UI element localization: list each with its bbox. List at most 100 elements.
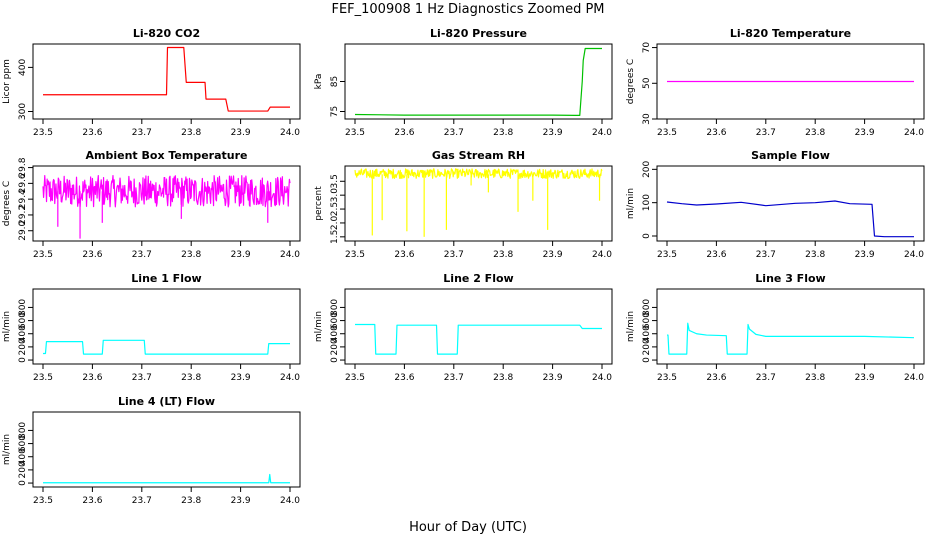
x-tick-label: 23.6 xyxy=(82,496,102,506)
x-tick-label: 23.7 xyxy=(132,250,152,260)
x-tick-label: 23.9 xyxy=(855,128,875,138)
panel-title: Line 3 Flow xyxy=(755,272,825,285)
x-tick-label: 24.0 xyxy=(904,128,924,138)
y-tick-label: 29.6 xyxy=(18,173,28,193)
y-axis-label: ml/min xyxy=(626,188,636,219)
y-tick-label: 200 xyxy=(18,461,28,478)
x-tick-label: 23.6 xyxy=(394,250,414,260)
x-tick-label: 23.8 xyxy=(493,128,513,138)
plot-frame xyxy=(344,288,613,365)
x-tick-label: 23.7 xyxy=(756,128,776,138)
y-tick-label: 29.0 xyxy=(18,220,28,240)
x-tick-label: 24.0 xyxy=(592,250,612,260)
x-tick-label: 23.8 xyxy=(493,373,513,383)
plot-frame xyxy=(656,165,925,242)
x-tick-label: 23.6 xyxy=(706,128,726,138)
y-tick-label: 800 xyxy=(18,422,28,439)
x-tick-label: 23.8 xyxy=(805,128,825,138)
panel-title: Line 1 Flow xyxy=(131,272,201,285)
y-tick-label: 100 xyxy=(642,194,652,211)
y-tick-label: 0 xyxy=(330,357,340,363)
y-tick-label: 600 xyxy=(18,435,28,452)
y-tick-label: 30 xyxy=(642,113,652,125)
x-tick-label: 23.8 xyxy=(181,128,201,138)
y-tick-label: 29.2 xyxy=(18,205,28,225)
series-line xyxy=(43,46,290,112)
panels: Li-820 CO2 23.5 23.6 23.7 23.8 23.9 24.0 30 0 400… xyxy=(2,27,925,506)
plot-frame xyxy=(32,43,301,120)
x-tick-label: 23.8 xyxy=(805,373,825,383)
y-tick-label: 400 xyxy=(330,325,340,342)
x-tick-label: 23.9 xyxy=(231,128,251,138)
x-tick-label: 23.8 xyxy=(493,250,513,260)
y-axis-label: Licor ppm xyxy=(2,59,12,104)
x-tick-label: 23.6 xyxy=(82,128,102,138)
plot-frame xyxy=(32,288,301,365)
plot-frame xyxy=(32,165,301,242)
panel-title: Gas Stream RH xyxy=(432,149,525,162)
y-tick-label: 75 xyxy=(330,106,340,117)
y-axis-label: ml/min xyxy=(2,434,12,465)
x-tick-label: 23.7 xyxy=(132,373,152,383)
x-tick-label: 23.7 xyxy=(444,128,464,138)
y-tick-label: 3.5 xyxy=(330,174,340,188)
x-tick-label: 23.9 xyxy=(231,250,251,260)
x-tick-label: 23.6 xyxy=(82,373,102,383)
panel-title: Li-820 CO2 xyxy=(133,27,200,40)
y-tick-label: 2.5 xyxy=(330,202,340,216)
panel-title: Li-820 Pressure xyxy=(430,27,527,40)
x-tick-label: 23.8 xyxy=(181,496,201,506)
x-tick-label: 23.7 xyxy=(756,250,776,260)
y-axis-label: kPa xyxy=(314,74,324,90)
y-tick-label: 600 xyxy=(330,312,340,329)
x-tick-label: 23.5 xyxy=(33,250,53,260)
chart-panel: Sample Flow 23.5 23.6 23.7 23.8 23.9 24.0 0 100 2… xyxy=(626,149,925,260)
chart-panel: Ambient Box Temperature 23.5 23.6 23.7 23.8 2… xyxy=(2,149,301,260)
panel-title: Li-820 Temperature xyxy=(730,27,851,40)
chart-panel: Line 2 Flow 23.5 23.6 23.7 23.8 23.9 24.0 0 2004… xyxy=(314,272,613,383)
figure-title: FEF_100908 1 Hz Diagnostics Zoomed PM xyxy=(331,2,604,17)
x-tick-label: 23.7 xyxy=(444,250,464,260)
y-tick-label: 2.0 xyxy=(330,216,340,231)
x-tick-label: 23.9 xyxy=(855,250,875,260)
x-tick-label: 24.0 xyxy=(592,128,612,138)
y-tick-label: 200 xyxy=(330,338,340,355)
plot-frame xyxy=(32,411,301,488)
x-tick-label: 23.9 xyxy=(855,373,875,383)
y-tick-label: 400 xyxy=(18,448,28,465)
x-tick-label: 23.6 xyxy=(706,373,726,383)
x-tick-label: 23.9 xyxy=(543,250,563,260)
y-tick-label: 400 xyxy=(642,325,652,342)
series-line xyxy=(354,168,603,180)
y-tick-label: 0 xyxy=(18,480,28,486)
plot-frame xyxy=(344,43,613,120)
x-tick-label: 24.0 xyxy=(280,128,300,138)
panel-title: Line 4 (LT) Flow xyxy=(118,395,215,408)
y-tick-label: 70 xyxy=(642,42,652,54)
y-tick-label: 85 xyxy=(330,76,340,87)
x-tick-label: 23.6 xyxy=(706,250,726,260)
chart-panel: Line 4 (LT) Flow 23.5 23.6 23.7 23.8 23.9 24.0… xyxy=(2,395,301,506)
y-tick-label: 0 xyxy=(642,233,652,239)
y-tick-label: 200 xyxy=(18,338,28,355)
y-axis-label: ml/min xyxy=(2,311,12,342)
x-tick-label: 23.5 xyxy=(33,128,53,138)
series-line xyxy=(354,47,602,116)
x-tick-label: 23.7 xyxy=(756,373,776,383)
y-tick-label: 50 xyxy=(642,77,652,89)
x-tick-label: 23.6 xyxy=(82,250,102,260)
x-tick-label: 23.8 xyxy=(181,250,201,260)
panel-title: Sample Flow xyxy=(751,149,830,162)
series-line xyxy=(355,323,602,355)
y-tick-label: 200 xyxy=(642,338,652,355)
y-tick-label: 800 xyxy=(330,299,340,316)
x-tick-label: 23.8 xyxy=(805,250,825,260)
chart-panel: Line 1 Flow 23.5 23.6 23.7 23.8 23.9 24.0 0 2004… xyxy=(2,272,301,383)
panel-title: Line 2 Flow xyxy=(443,272,513,285)
y-tick-label: 800 xyxy=(642,299,652,316)
y-tick-label: 3.0 xyxy=(330,188,340,203)
x-tick-label: 23.5 xyxy=(33,496,53,506)
x-tick-label: 23.5 xyxy=(657,128,677,138)
x-tick-label: 23.7 xyxy=(444,373,464,383)
